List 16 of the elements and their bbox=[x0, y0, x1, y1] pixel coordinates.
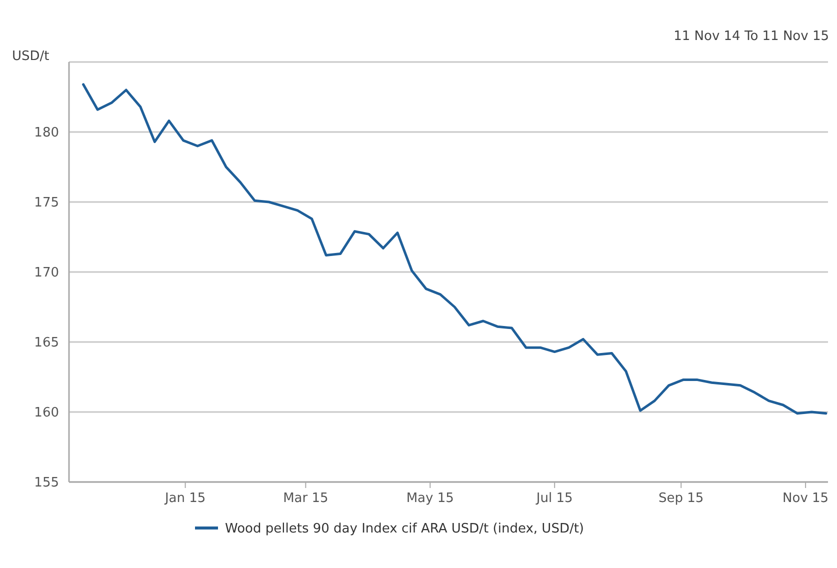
x-tick-label: Jul 15 bbox=[535, 491, 573, 506]
y-tick-label: 175 bbox=[34, 196, 59, 211]
x-tick-label: Sep 15 bbox=[658, 491, 704, 506]
x-tick-label: Mar 15 bbox=[283, 491, 328, 506]
x-tick-label: May 15 bbox=[406, 491, 454, 506]
legend-label: Wood pellets 90 day Index cif ARA USD/t (index, USD/t) bbox=[225, 522, 584, 537]
y-axis-title: USD/t bbox=[12, 49, 50, 64]
y-tick-label: 165 bbox=[34, 336, 59, 351]
y-tick-label: 180 bbox=[34, 126, 59, 141]
y-tick-label: 170 bbox=[34, 266, 59, 281]
chart-subtitle: 11 Nov 14 To 11 Nov 15 bbox=[674, 29, 829, 44]
line-series bbox=[82, 83, 828, 415]
y-tick-label: 160 bbox=[34, 406, 59, 421]
x-tick-label: Jan 15 bbox=[164, 491, 206, 506]
y-tick-label: 155 bbox=[34, 476, 59, 491]
x-tick-label: Nov 15 bbox=[782, 491, 829, 506]
